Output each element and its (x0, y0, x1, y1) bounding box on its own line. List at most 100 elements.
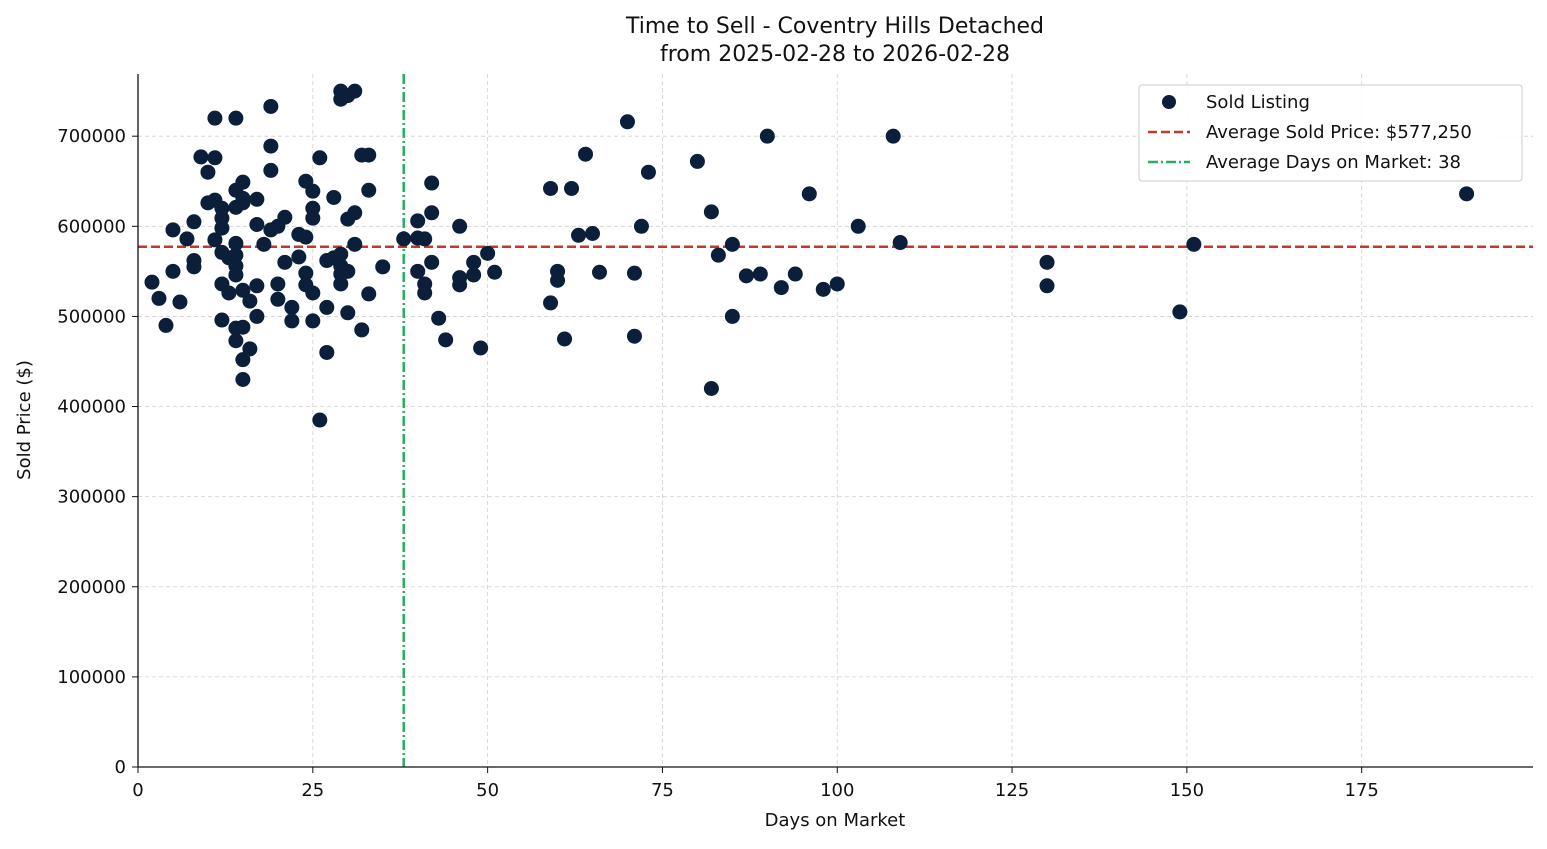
data-point (249, 278, 265, 294)
data-point (424, 175, 440, 191)
data-point (228, 110, 244, 126)
data-point (312, 150, 328, 166)
y-tick-label: 600000 (57, 216, 126, 237)
data-point (319, 299, 335, 315)
data-point (1459, 186, 1475, 202)
data-point (773, 280, 789, 296)
data-point (543, 295, 559, 311)
data-point (571, 227, 587, 243)
data-point (633, 218, 649, 234)
data-point (242, 293, 258, 309)
data-point (410, 213, 426, 229)
data-point (305, 210, 321, 226)
data-point (200, 164, 216, 180)
data-point (752, 266, 768, 282)
data-point (333, 246, 349, 262)
data-point (738, 268, 754, 284)
data-point (256, 236, 272, 252)
data-point (564, 180, 580, 196)
data-point (815, 281, 831, 297)
data-point (801, 186, 817, 202)
data-point (284, 299, 300, 315)
data-point (291, 249, 307, 265)
legend-frame (1138, 84, 1523, 182)
data-point (466, 254, 482, 270)
y-tick-label: 200000 (57, 577, 126, 598)
data-point (151, 290, 167, 306)
data-point (249, 308, 265, 324)
data-point (207, 110, 223, 126)
x-tick-label: 150 (1170, 780, 1204, 801)
data-point (235, 282, 251, 298)
data-point (689, 153, 705, 169)
data-point (640, 164, 656, 180)
data-point (235, 174, 251, 190)
data-point (347, 236, 363, 252)
data-point (703, 204, 719, 220)
data-point (452, 277, 468, 293)
x-tick-label: 50 (476, 780, 499, 801)
data-point (221, 285, 237, 301)
data-point (235, 319, 251, 335)
data-point (892, 235, 908, 251)
data-point (787, 266, 803, 282)
data-point (626, 265, 642, 281)
data-point (249, 216, 265, 232)
data-points (144, 83, 1475, 428)
data-point (277, 254, 293, 270)
data-point (186, 214, 202, 230)
y-axis-label: Sold Price ($) (14, 360, 35, 480)
data-point (277, 209, 293, 225)
data-point (228, 247, 244, 263)
data-point (186, 259, 202, 275)
x-tick-label: 100 (820, 780, 854, 801)
data-point (144, 274, 160, 290)
data-point (228, 267, 244, 283)
data-point (431, 310, 447, 326)
data-point (270, 276, 286, 292)
data-point (305, 313, 321, 329)
y-tick-label: 0 (115, 757, 126, 778)
x-tick-label: 0 (132, 780, 143, 801)
data-point (263, 138, 279, 154)
data-point (312, 412, 328, 428)
data-point (619, 114, 635, 130)
data-point (452, 218, 468, 234)
data-point (165, 263, 181, 279)
data-point (235, 352, 251, 368)
data-point (214, 220, 230, 236)
data-point (235, 371, 251, 387)
data-point (340, 305, 356, 321)
data-point (263, 98, 279, 114)
y-tick-label: 500000 (57, 306, 126, 327)
data-point (249, 191, 265, 207)
legend-label-avg-days: Average Days on Market: 38 (1206, 152, 1461, 173)
data-point (305, 183, 321, 199)
data-point (207, 232, 223, 248)
data-point (333, 276, 349, 292)
data-point (361, 286, 377, 302)
legend: Sold Listing Average Sold Price: $577,25… (1138, 84, 1523, 182)
data-point (284, 313, 300, 329)
data-point (1186, 236, 1202, 252)
data-point (703, 381, 719, 397)
data-point (592, 264, 608, 280)
data-point (319, 344, 335, 360)
y-tick-label: 100000 (57, 667, 126, 688)
data-point (473, 340, 489, 356)
data-point (1039, 278, 1055, 294)
x-axis-label: Days on Market (765, 810, 906, 831)
data-point (172, 294, 188, 310)
x-tick-label: 175 (1345, 780, 1379, 801)
data-point (424, 205, 440, 221)
data-point (193, 149, 209, 165)
data-point (557, 331, 573, 347)
data-point (1039, 254, 1055, 270)
data-point (626, 328, 642, 344)
reference-lines (138, 74, 1533, 767)
data-point (424, 254, 440, 270)
data-point (165, 222, 181, 238)
data-point (354, 322, 370, 338)
data-point (829, 276, 845, 292)
